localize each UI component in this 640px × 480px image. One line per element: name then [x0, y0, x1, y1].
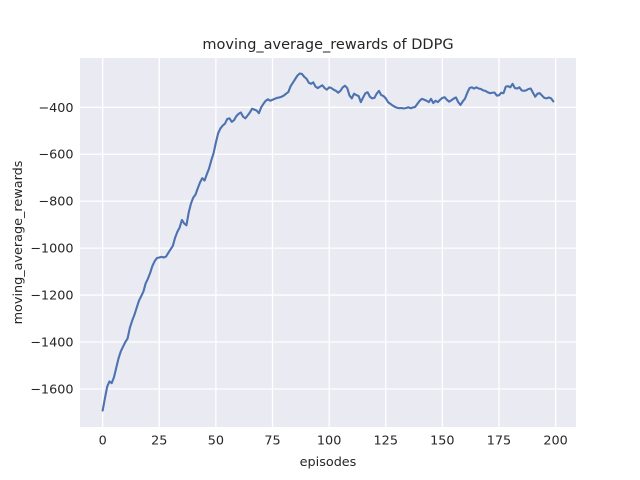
x-tick-label: 125	[374, 434, 398, 449]
y-axis-label: moving_average_rewards	[11, 160, 26, 324]
x-tick-label: 200	[543, 434, 567, 449]
x-tick-label: 100	[317, 434, 341, 449]
x-tick-label: 25	[151, 434, 167, 449]
y-tick-label: −1000	[30, 242, 73, 257]
y-tick-label: −1600	[30, 382, 73, 397]
y-tick-label: −800	[38, 195, 73, 210]
gridlines	[80, 58, 576, 427]
x-tick-labels: 0 25 50 75 100 125 150 175 200	[99, 434, 568, 449]
x-tick-label: 50	[208, 434, 224, 449]
y-tick-label: −1400	[30, 336, 73, 351]
x-tick-label: 0	[99, 434, 107, 449]
x-axis-label: episodes	[300, 455, 357, 470]
x-tick-label: 75	[264, 434, 280, 449]
y-tick-label: −400	[38, 101, 73, 116]
y-tick-labels: −400 −600 −800 −1000 −1200 −1400 −1600	[30, 101, 73, 398]
series-line-moving_average_rewards	[101, 72, 555, 412]
y-tick-label: −600	[38, 148, 73, 163]
x-tick-label: 175	[487, 434, 511, 449]
plot-area	[80, 58, 576, 427]
y-tick-label: −1200	[30, 289, 73, 304]
chart-title: moving_average_rewards of DDPG	[202, 37, 453, 53]
data-series	[101, 72, 555, 412]
x-tick-label: 150	[430, 434, 454, 449]
